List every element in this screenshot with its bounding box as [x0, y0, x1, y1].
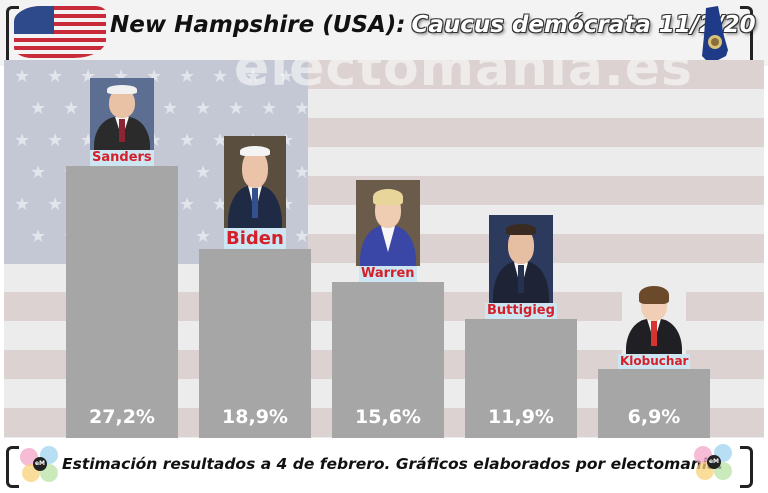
star-icon: ★ [179, 66, 196, 87]
title-subtitle: Caucus demócrata 11/2/20 [411, 12, 756, 38]
candidate-portrait [356, 180, 420, 266]
star-icon: ★ [179, 130, 196, 151]
star-icon: ★ [294, 98, 311, 119]
page-title: New Hampshire (USA): Caucus demócrata 11/… [110, 12, 756, 38]
star-icon: ★ [195, 226, 212, 247]
bar-klobuchar [598, 369, 710, 438]
plot-area: ★★★★★★★★★★★★★★★★★★★★★★★★★★★★★★★★★★★★★★★★… [4, 60, 764, 438]
candidate-portrait [90, 78, 154, 150]
star-icon: ★ [294, 226, 311, 247]
star-icon: ★ [245, 66, 262, 87]
star-icon: ★ [30, 98, 47, 119]
star-icon: ★ [195, 98, 212, 119]
star-icon: ★ [30, 162, 47, 183]
value-label: 11,9% [488, 406, 554, 428]
bar-buttigieg [465, 319, 577, 438]
star-icon: ★ [14, 130, 31, 151]
star-icon: ★ [212, 66, 229, 87]
candidate-portrait [622, 278, 686, 354]
footer-right-bracket [740, 446, 753, 488]
star-icon: ★ [30, 226, 47, 247]
star-icon: ★ [14, 66, 31, 87]
electomania-logo-icon: eM [694, 442, 734, 482]
value-label: 15,6% [355, 406, 421, 428]
star-icon: ★ [195, 162, 212, 183]
star-icon: ★ [261, 98, 278, 119]
new-hampshire-flag-icon [702, 6, 728, 64]
candidate-name-label: Warren [359, 266, 417, 282]
candidate-portrait [224, 136, 286, 228]
candidate-name-label: Biden [224, 228, 286, 249]
star-icon: ★ [47, 66, 64, 87]
candidate-name-label: Klobuchar [618, 354, 691, 369]
footer-left-bracket [6, 446, 19, 488]
value-label: 18,9% [222, 406, 288, 428]
bar-biden [199, 249, 311, 438]
us-flag-map-icon [14, 6, 106, 58]
star-icon: ★ [228, 98, 245, 119]
electomania-logo-icon: eM [20, 444, 60, 484]
bar-sanders [66, 166, 178, 438]
star-icon: ★ [179, 194, 196, 215]
candidate-name-label: Sanders [90, 150, 154, 166]
star-icon: ★ [47, 130, 64, 151]
star-icon: ★ [14, 194, 31, 215]
logo-text: eM [33, 457, 47, 471]
title-main: New Hampshire (USA): [110, 12, 406, 38]
footer-note: Estimación resultados a 4 de febrero. Gr… [62, 455, 724, 473]
star-icon: ★ [162, 98, 179, 119]
value-label: 6,9% [627, 406, 681, 428]
header: New Hampshire (USA): Caucus demócrata 11/… [0, 0, 768, 66]
watermark: electomania.es [234, 60, 693, 98]
star-icon: ★ [63, 98, 80, 119]
star-icon: ★ [47, 194, 64, 215]
bar-warren [332, 282, 444, 438]
star-icon: ★ [278, 66, 295, 87]
logo-text: eM [707, 455, 721, 469]
candidate-name-label: Buttigieg [485, 303, 557, 319]
candidate-portrait [489, 215, 553, 303]
value-label: 27,2% [89, 406, 155, 428]
footer: eM Estimación resultados a 4 de febrero.… [0, 438, 768, 493]
star-icon: ★ [294, 162, 311, 183]
